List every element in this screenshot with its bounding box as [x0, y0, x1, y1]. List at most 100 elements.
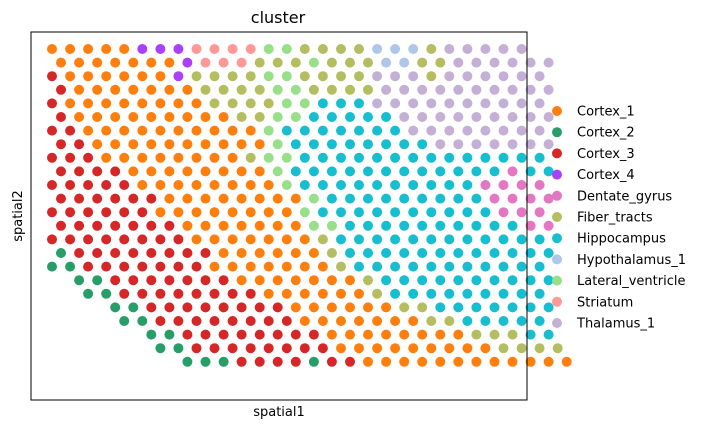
scatter-point	[444, 288, 455, 299]
legend-marker	[552, 106, 562, 116]
scatter-point	[317, 152, 328, 163]
scatter-point	[128, 220, 139, 231]
scatter-point	[408, 125, 419, 136]
scatter-point	[354, 234, 364, 245]
scatter-point	[507, 248, 518, 258]
scatter-point	[561, 356, 572, 367]
scatter-point	[381, 193, 392, 204]
scatter-point	[191, 180, 202, 190]
scatter-point	[317, 234, 328, 245]
scatter-point	[182, 302, 193, 313]
scatter-point	[299, 261, 310, 272]
chart-title: cluster	[251, 8, 306, 27]
scatter-point	[444, 44, 455, 54]
scatter-point	[507, 193, 518, 204]
legend-marker	[552, 190, 562, 201]
scatter-point	[119, 316, 130, 326]
scatter-point	[191, 261, 202, 272]
scatter-point	[498, 261, 509, 272]
scatter-point	[308, 112, 319, 122]
scatter-point	[426, 71, 437, 82]
legend-marker	[552, 318, 562, 328]
scatter-point	[101, 261, 112, 272]
scatter-point	[92, 220, 103, 231]
scatter-point	[543, 112, 554, 122]
scatter-point	[480, 44, 491, 54]
scatter-point	[426, 207, 437, 218]
legend-marker	[552, 148, 562, 159]
scatter-point	[543, 275, 554, 286]
scatter-point	[435, 193, 446, 204]
scatter-point	[336, 343, 346, 354]
scatter-point	[200, 84, 211, 95]
scatter-point	[363, 57, 373, 68]
scatter-point	[354, 207, 364, 218]
scatter-point	[155, 44, 166, 54]
scatter-point	[218, 248, 229, 258]
scatter-point	[137, 152, 148, 163]
scatter-point	[74, 220, 85, 231]
scatter-point	[74, 57, 85, 68]
scatter-point	[56, 193, 66, 204]
scatter-point	[381, 57, 392, 68]
scatter-point	[110, 220, 121, 231]
scatter-point	[128, 193, 139, 204]
scatter-point	[308, 302, 319, 313]
scatter-point	[47, 152, 57, 163]
scatter-point	[290, 275, 301, 286]
scatter-point	[480, 152, 491, 163]
scatter-point	[290, 112, 301, 122]
scatter-point	[426, 152, 437, 163]
scatter-point	[290, 356, 301, 367]
scatter-point	[336, 207, 346, 218]
scatter-point	[272, 193, 283, 204]
scatter-point	[128, 275, 139, 286]
scatter-point	[200, 166, 211, 177]
scatter-point	[453, 275, 464, 286]
scatter-point	[281, 316, 292, 326]
scatter-point	[417, 220, 428, 231]
legend-label: Thalamus_1	[576, 317, 655, 332]
scatter-point	[83, 180, 94, 190]
scatter-point	[227, 234, 238, 245]
scatter-point	[137, 234, 148, 245]
scatter-point	[191, 152, 202, 163]
scatter-point	[263, 207, 274, 218]
scatter-point	[525, 220, 536, 231]
scatter-point	[272, 84, 283, 95]
legend-label: Cortex_2	[577, 126, 635, 141]
scatter-point	[381, 356, 392, 367]
scatter-point	[326, 356, 337, 367]
scatter-point	[272, 275, 283, 286]
scatter-point	[299, 316, 310, 326]
scatter-point	[534, 71, 545, 82]
scatter-point	[227, 261, 238, 272]
scatter-point	[534, 152, 545, 163]
scatter-point	[345, 275, 355, 286]
scatter-point	[146, 57, 157, 68]
scatter-point	[110, 193, 121, 204]
scatter-point	[227, 343, 238, 354]
legend-label: Lateral_ventricle	[577, 274, 685, 289]
scatter-point	[227, 98, 238, 109]
scatter-point	[381, 112, 392, 122]
scatter-point	[65, 125, 76, 136]
scatter-point	[209, 180, 220, 190]
scatter-point	[372, 71, 383, 82]
scatter-point	[245, 261, 256, 272]
scatter-point	[236, 193, 247, 204]
scatter-point	[281, 343, 292, 354]
scatter-point	[336, 71, 346, 82]
scatter-point	[92, 275, 103, 286]
scatter-point	[245, 180, 256, 190]
scatter-point	[498, 316, 509, 326]
scatter-point	[245, 71, 256, 82]
scatter-point	[200, 193, 211, 204]
scatter-point	[155, 316, 166, 326]
scatter-point	[173, 98, 184, 109]
legend-marker	[552, 296, 562, 307]
scatter-point	[227, 71, 238, 82]
scatter-point	[480, 180, 491, 190]
scatter-point	[326, 302, 337, 313]
scatter-point	[462, 234, 473, 245]
